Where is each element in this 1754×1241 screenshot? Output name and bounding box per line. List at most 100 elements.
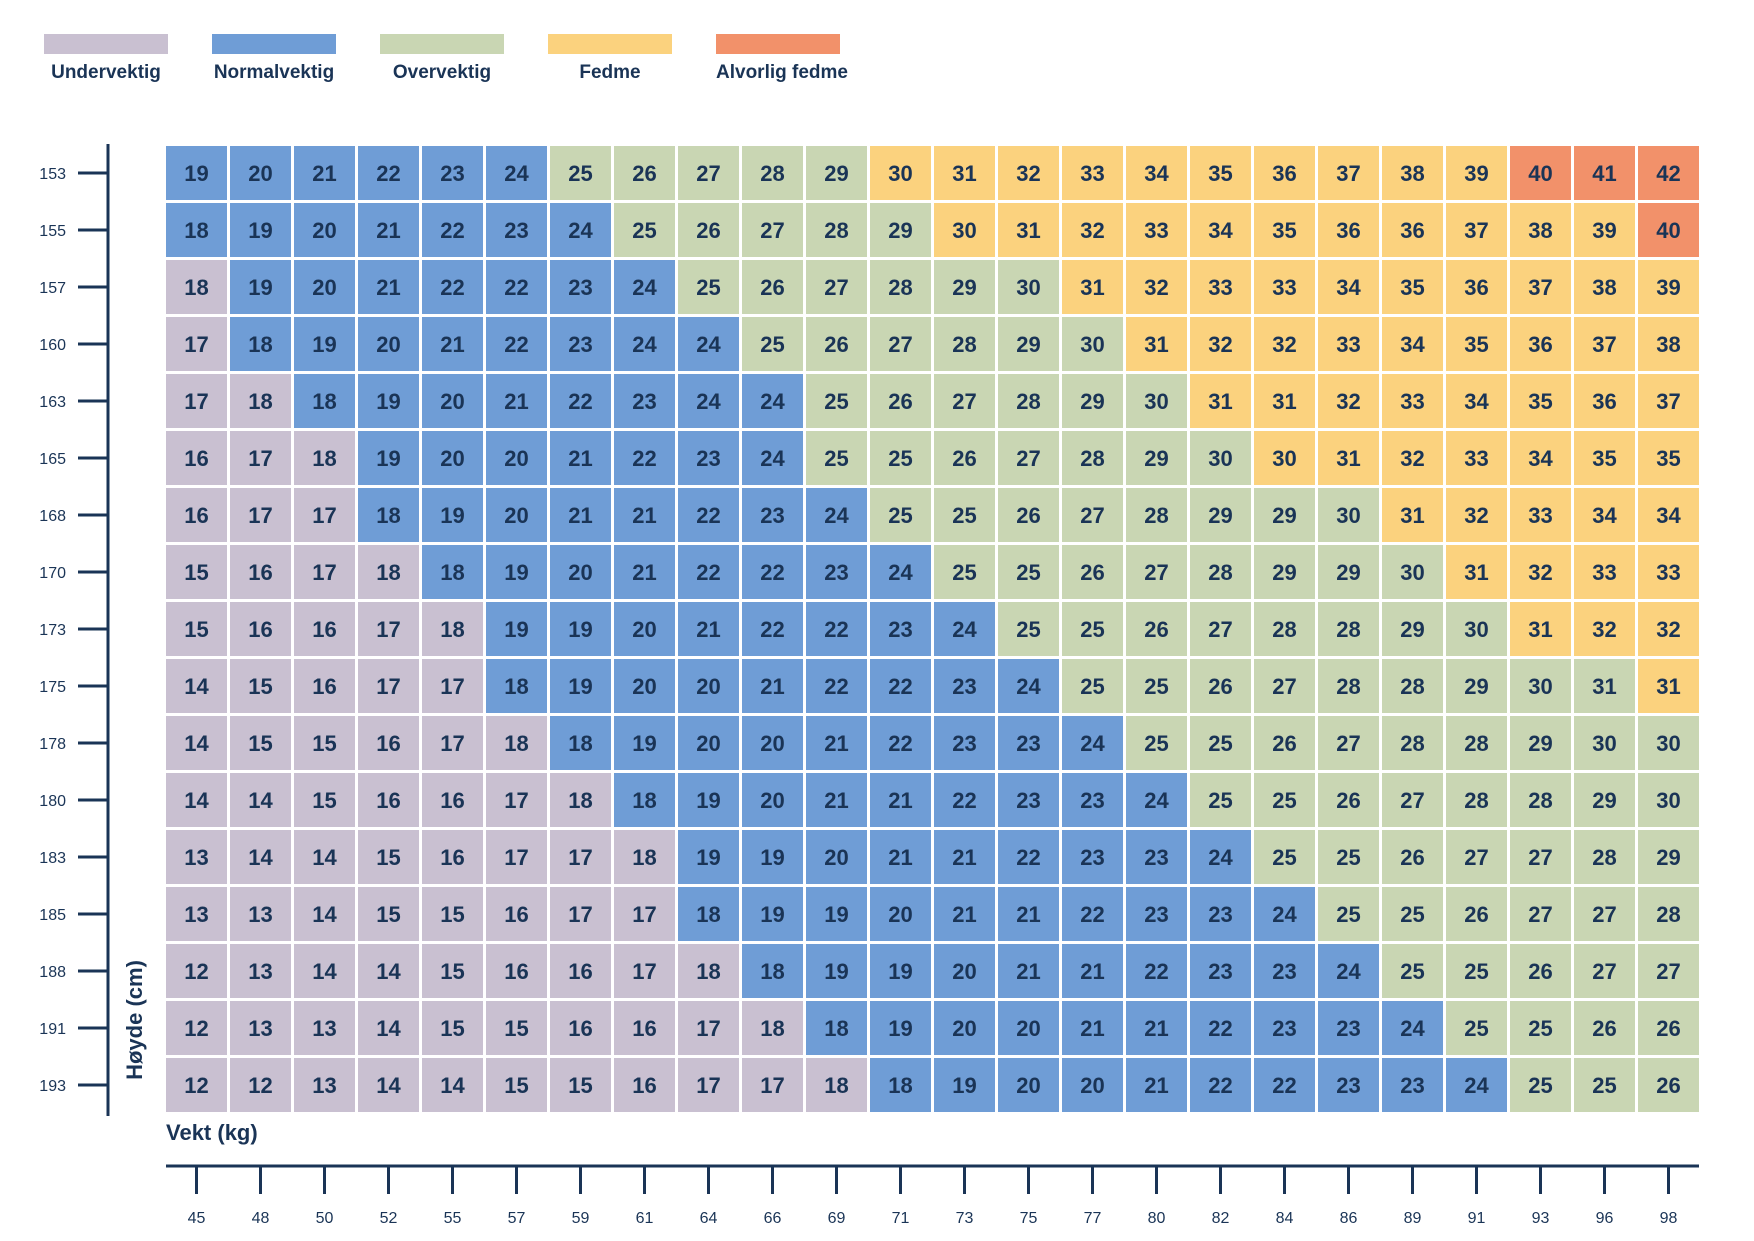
cell-label: 24 <box>1336 959 1361 984</box>
y-tick-label: 160 <box>39 337 66 354</box>
heatmap-cell <box>550 602 611 656</box>
cell-label: 25 <box>1400 902 1424 927</box>
heatmap-cell <box>1254 887 1315 941</box>
heatmap-cell <box>358 488 419 542</box>
heatmap-cell <box>550 545 611 599</box>
cell-label: 24 <box>632 275 657 300</box>
heatmap-cell <box>294 944 355 998</box>
heatmap-cell <box>614 659 675 713</box>
cell-label: 17 <box>568 845 592 870</box>
heatmap-cell <box>806 488 867 542</box>
heatmap-cell <box>1126 374 1187 428</box>
cell-label: 21 <box>696 617 720 642</box>
cell-label: 23 <box>952 731 976 756</box>
heatmap-cell <box>294 488 355 542</box>
cell-label: 19 <box>312 332 336 357</box>
cell-label: 22 <box>952 788 976 813</box>
cell-label: 25 <box>824 389 848 414</box>
heatmap-cell <box>1254 203 1315 257</box>
heatmap-cell <box>230 374 291 428</box>
heatmap-cell <box>166 488 227 542</box>
cell-label: 14 <box>184 674 209 699</box>
heatmap-cell <box>614 488 675 542</box>
y-tick-label: 193 <box>39 1078 66 1095</box>
heatmap-cell <box>1382 773 1443 827</box>
cell-label: 31 <box>1080 275 1104 300</box>
cell-label: 39 <box>1656 275 1680 300</box>
cell-label: 18 <box>760 1016 784 1041</box>
x-tick-label: 45 <box>188 1210 206 1227</box>
cell-label: 20 <box>632 617 656 642</box>
heatmap-cell <box>1190 260 1251 314</box>
heatmap-cell <box>422 317 483 371</box>
heatmap-cell <box>742 260 803 314</box>
cell-label: 26 <box>1592 1016 1616 1041</box>
cell-label: 29 <box>824 161 848 186</box>
heatmap-cell <box>358 146 419 200</box>
cell-label: 33 <box>1400 389 1424 414</box>
cell-label: 23 <box>1080 788 1104 813</box>
heatmap-cell <box>1574 488 1635 542</box>
cell-label: 26 <box>824 332 848 357</box>
y-axis-title: Høyde (cm) <box>122 960 147 1080</box>
heatmap-cell <box>486 887 547 941</box>
cell-label: 13 <box>312 1073 336 1098</box>
cell-label: 32 <box>1592 617 1616 642</box>
cell-label: 16 <box>184 503 208 528</box>
legend-swatch <box>44 34 168 54</box>
heatmap-cell <box>1126 431 1187 485</box>
heatmap-cell <box>486 602 547 656</box>
cell-label: 20 <box>952 1016 976 1041</box>
heatmap-cell <box>1254 659 1315 713</box>
heatmap-cell <box>870 203 931 257</box>
cell-label: 25 <box>1144 731 1168 756</box>
cell-label: 25 <box>1080 617 1104 642</box>
heatmap-cell <box>1382 260 1443 314</box>
heatmap-cell <box>166 431 227 485</box>
cell-label: 34 <box>1208 218 1233 243</box>
cell-label: 21 <box>312 161 336 186</box>
cell-label: 29 <box>1272 560 1296 585</box>
cell-label: 38 <box>1656 332 1680 357</box>
cell-label: 22 <box>504 332 528 357</box>
heatmap-cell <box>1382 602 1443 656</box>
heatmap-cell <box>1254 716 1315 770</box>
heatmap-cell <box>1574 260 1635 314</box>
heatmap-cell <box>230 1058 291 1112</box>
cell-label: 26 <box>1016 503 1040 528</box>
cell-label: 35 <box>1272 218 1296 243</box>
heatmap-cell <box>230 260 291 314</box>
cell-label: 37 <box>1464 218 1488 243</box>
heatmap-cell <box>550 659 611 713</box>
heatmap-cell <box>678 545 739 599</box>
cell-label: 15 <box>184 560 208 585</box>
cell-label: 15 <box>504 1073 528 1098</box>
heatmap-cell <box>870 1001 931 1055</box>
heatmap-cell <box>614 716 675 770</box>
cell-label: 27 <box>1208 617 1232 642</box>
cell-label: 28 <box>1400 731 1424 756</box>
cell-label: 33 <box>1208 275 1232 300</box>
cell-label: 19 <box>504 560 528 585</box>
cell-label: 18 <box>504 731 528 756</box>
cell-label: 18 <box>696 959 720 984</box>
cell-label: 32 <box>1016 161 1040 186</box>
cell-label: 31 <box>1272 389 1296 414</box>
cell-label: 14 <box>376 959 401 984</box>
cell-label: 37 <box>1592 332 1616 357</box>
cell-label: 34 <box>1592 503 1617 528</box>
cell-label: 22 <box>824 674 848 699</box>
cell-label: 35 <box>1208 161 1232 186</box>
cell-label: 18 <box>568 731 592 756</box>
cell-label: 28 <box>1272 617 1296 642</box>
cell-label: 33 <box>1272 275 1296 300</box>
cell-label: 30 <box>1336 503 1360 528</box>
y-axis: 153 155 157 160 163 165 168 170 173 175 178 180 183 1… <box>39 144 110 1116</box>
heatmap-cell <box>1382 146 1443 200</box>
heatmap-cell <box>486 488 547 542</box>
cell-label: 30 <box>952 218 976 243</box>
cell-label: 31 <box>1400 503 1424 528</box>
cell-label: 14 <box>184 788 209 813</box>
cell-label: 24 <box>760 389 785 414</box>
heatmap-cell <box>1638 716 1699 770</box>
